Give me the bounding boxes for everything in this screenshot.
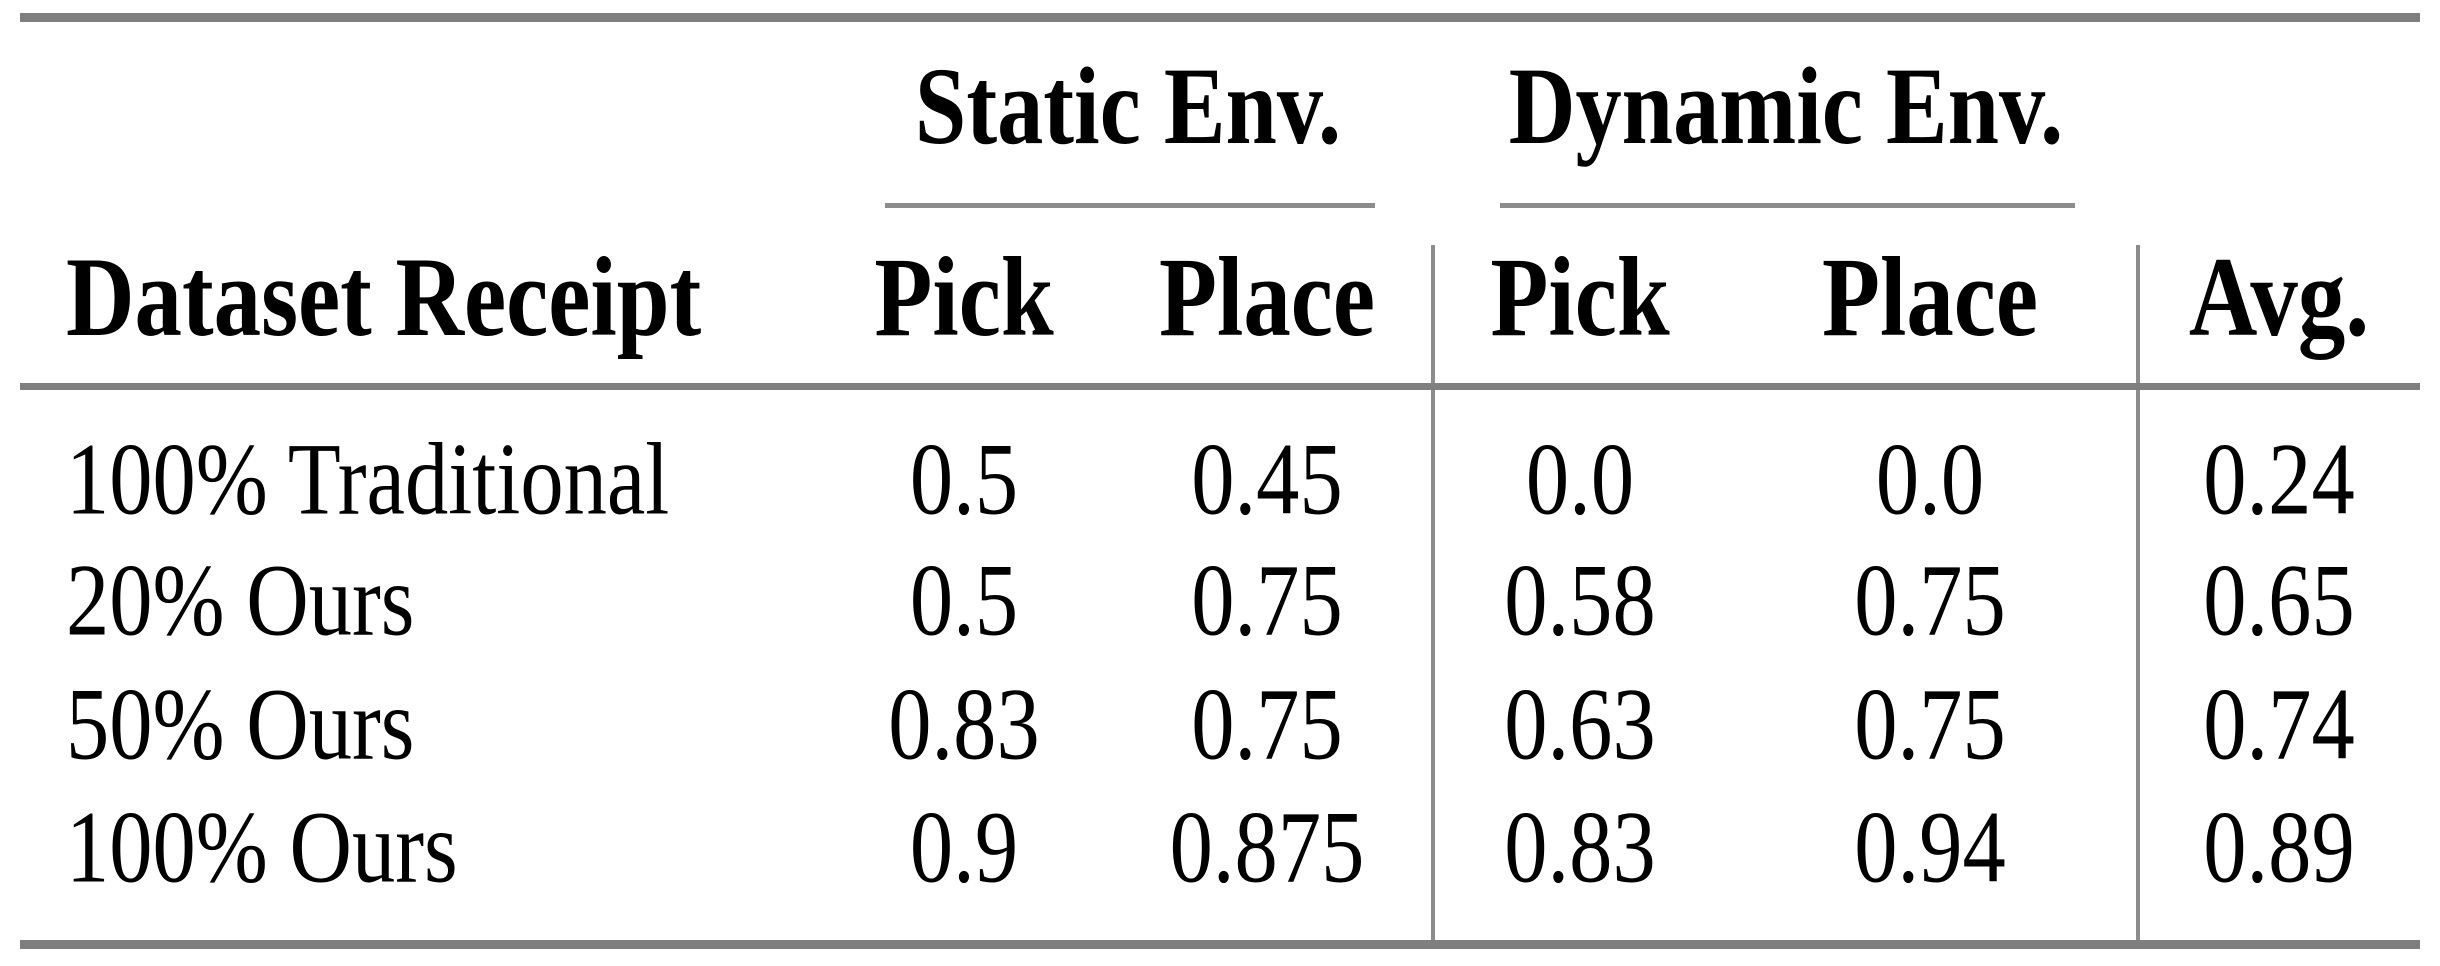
- cell-r4-avg: 0.89: [2203, 790, 2355, 905]
- row-label-20pct-ours: 20% Ours: [66, 543, 415, 658]
- cell-r1-dynamic-pick: 0.0: [1525, 422, 1635, 537]
- cell-r4-dynamic-place: 0.94: [1854, 790, 2006, 905]
- cell-r1-static-place: 0.45: [1191, 422, 1343, 537]
- column-header-avg: Avg.: [2188, 235, 2370, 361]
- table-top-rule: [20, 13, 2420, 22]
- cell-r1-avg: 0.24: [2203, 422, 2355, 537]
- cell-r3-static-place: 0.75: [1191, 667, 1343, 782]
- column-header-static-place: Place: [1158, 235, 1376, 361]
- row-label-50pct-ours: 50% Ours: [66, 667, 415, 782]
- static-env-group-title: Static Env.: [914, 44, 1342, 167]
- cell-r4-static-place: 0.875: [1169, 790, 1365, 905]
- cell-r2-dynamic-place: 0.75: [1854, 543, 2006, 658]
- cell-r2-static-pick: 0.5: [909, 543, 1019, 658]
- column-header-static-pick: Pick: [874, 235, 1054, 361]
- column-header-dynamic-place: Place: [1821, 235, 2039, 361]
- cell-r4-static-pick: 0.9: [909, 790, 1019, 905]
- column-header-dynamic-pick: Pick: [1490, 235, 1670, 361]
- dynamic-env-group-title: Dynamic Env.: [1508, 44, 2064, 167]
- table-bottom-rule: [20, 940, 2420, 949]
- static-dynamic-separator-header: [1431, 245, 1435, 383]
- cell-r2-static-place: 0.75: [1191, 543, 1343, 658]
- cell-r3-avg: 0.74: [2203, 667, 2355, 782]
- dynamic-env-underline: [1500, 203, 2075, 208]
- cell-r3-static-pick: 0.83: [888, 667, 1040, 782]
- dynamic-avg-separator-header: [2136, 245, 2140, 383]
- cell-r3-dynamic-pick: 0.63: [1504, 667, 1656, 782]
- cell-r2-avg: 0.65: [2203, 543, 2355, 658]
- row-label-100pct-traditional: 100% Traditional: [66, 422, 670, 537]
- dynamic-avg-separator-body: [2136, 390, 2140, 940]
- header-mid-rule: [20, 383, 2420, 390]
- row-label-100pct-ours: 100% Ours: [66, 790, 458, 905]
- cell-r2-dynamic-pick: 0.58: [1504, 543, 1656, 658]
- cell-r1-dynamic-place: 0.0: [1875, 422, 1985, 537]
- static-env-underline: [885, 203, 1375, 208]
- column-header-dataset-receipt: Dataset Receipt: [66, 235, 702, 361]
- cell-r1-static-pick: 0.5: [909, 422, 1019, 537]
- cell-r3-dynamic-place: 0.75: [1854, 667, 2006, 782]
- cell-r4-dynamic-pick: 0.83: [1504, 790, 1656, 905]
- static-dynamic-separator-body: [1431, 390, 1435, 940]
